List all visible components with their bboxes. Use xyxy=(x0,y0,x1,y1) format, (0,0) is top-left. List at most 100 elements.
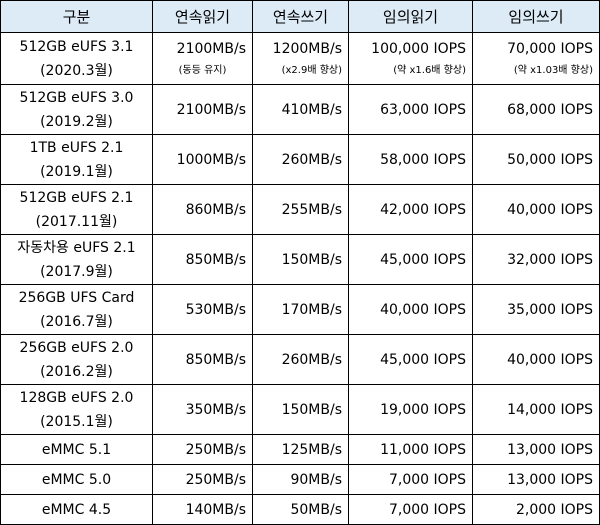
spec-value: 32,000 IOPS xyxy=(507,251,593,268)
spec-value: 7,000 IOPS xyxy=(388,501,466,518)
spec-value: 14,000 IOPS xyxy=(507,401,593,418)
spec-value: 860MB/s xyxy=(185,201,246,218)
value-cell: 260MB/s xyxy=(252,134,349,185)
value-cell: 19,000 IOPS xyxy=(348,384,473,435)
product-name: 256GB eUFS 2.0 xyxy=(19,339,134,356)
spec-value: 19,000 IOPS xyxy=(380,401,466,418)
name-cell: 1TB eUFS 2.1 (2019.1월) xyxy=(0,134,153,185)
value-cell: 1000MB/s xyxy=(152,134,253,185)
value-cell: 255MB/s xyxy=(252,184,349,235)
spec-value: 40,000 IOPS xyxy=(507,201,593,218)
spec-value: 58,000 IOPS xyxy=(380,151,466,168)
release-date: (2016.7월) xyxy=(40,313,113,330)
spec-value: 2100MB/s xyxy=(176,40,246,57)
header-cell: 임의쓰기 xyxy=(472,0,600,33)
value-cell: 45,000 IOPS xyxy=(348,234,473,285)
header-cell: 연속읽기 xyxy=(152,0,253,33)
value-cell: 100,000 IOPS (약 x1.6배 향상) xyxy=(348,32,473,85)
value-cell: 63,000 IOPS xyxy=(348,84,473,135)
release-date: (2017.11월) xyxy=(35,213,118,230)
release-date: (2020.3월) xyxy=(40,62,113,79)
spec-value: 170MB/s xyxy=(281,301,342,318)
value-cell: 530MB/s xyxy=(152,284,253,335)
spec-value: 40,000 IOPS xyxy=(507,351,593,368)
value-cell: 850MB/s xyxy=(152,334,253,385)
spec-value: 255MB/s xyxy=(281,201,342,218)
improvement-note: (약 x1.03배 향상) xyxy=(513,64,593,76)
spec-value: 13,000 IOPS xyxy=(507,471,593,488)
spec-value: 150MB/s xyxy=(281,401,342,418)
value-cell: 70,000 IOPS (약 x1.03배 향상) xyxy=(472,32,600,85)
product-name: 512GB eUFS 3.1 xyxy=(19,38,134,55)
spec-value: 50MB/s xyxy=(290,501,342,518)
spec-value: 90MB/s xyxy=(290,471,342,488)
spec-value: 45,000 IOPS xyxy=(380,251,466,268)
header-cell: 연속쓰기 xyxy=(252,0,349,33)
spec-value: 125MB/s xyxy=(281,441,342,458)
table-body: 512GB eUFS 3.1 (2020.3월) 2100MB/s (동등 유지) 12… xyxy=(0,32,600,525)
spec-value: 850MB/s xyxy=(185,351,246,368)
value-cell: 850MB/s xyxy=(152,234,253,285)
value-cell: 150MB/s xyxy=(252,234,349,285)
name-cell: eMMC 4.5 xyxy=(0,494,153,525)
name-cell: 512GB eUFS 2.1 (2017.11월) xyxy=(0,184,153,235)
table-row: 512GB eUFS 3.0 (2019.2월) 2100MB/s 410MB/s 63… xyxy=(0,84,600,135)
product-name: 512GB eUFS 2.1 xyxy=(19,189,134,206)
value-cell: 7,000 IOPS xyxy=(348,494,473,525)
table-row: eMMC 5.0 250MB/s 90MB/s 7,000 IOPS 13,000 IO… xyxy=(0,464,600,495)
value-cell: 40,000 IOPS xyxy=(472,184,600,235)
spec-value: 350MB/s xyxy=(185,401,246,418)
spec-value: 410MB/s xyxy=(281,101,342,118)
spec-value: 42,000 IOPS xyxy=(380,201,466,218)
value-cell: 32,000 IOPS xyxy=(472,234,600,285)
release-date: (2017.9월) xyxy=(40,263,113,280)
improvement-note: (약 x1.6배 향상) xyxy=(393,64,466,76)
value-cell: 68,000 IOPS xyxy=(472,84,600,135)
spec-value: 260MB/s xyxy=(281,351,342,368)
spec-value: 50,000 IOPS xyxy=(507,151,593,168)
improvement-note: (동등 유지) xyxy=(178,64,227,76)
table-row: eMMC 4.5 140MB/s 50MB/s 7,000 IOPS 2,000 IOP… xyxy=(0,494,600,525)
value-cell: 40,000 IOPS xyxy=(348,284,473,335)
spec-value: 150MB/s xyxy=(281,251,342,268)
improvement-note: (x2.9배 향상) xyxy=(281,64,342,76)
value-cell: 2100MB/s (동등 유지) xyxy=(152,32,253,85)
value-cell: 410MB/s xyxy=(252,84,349,135)
name-cell: 256GB eUFS 2.0 (2016.2월) xyxy=(0,334,153,385)
table-row: eMMC 5.1 250MB/s 125MB/s 11,000 IOPS 13,000 … xyxy=(0,434,600,465)
release-date: (2016.2월) xyxy=(40,363,113,380)
name-cell: 128GB eUFS 2.0 (2015.1월) xyxy=(0,384,153,435)
spec-value: 1000MB/s xyxy=(176,151,246,168)
value-cell: 260MB/s xyxy=(252,334,349,385)
spec-value: 2100MB/s xyxy=(176,101,246,118)
table-row: 512GB eUFS 3.1 (2020.3월) 2100MB/s (동등 유지) 12… xyxy=(0,32,600,85)
spec-value: 100,000 IOPS xyxy=(371,40,466,57)
value-cell: 150MB/s xyxy=(252,384,349,435)
table-row: 256GB eUFS 2.0 (2016.2월) 850MB/s 260MB/s 45,… xyxy=(0,334,600,385)
value-cell: 14,000 IOPS xyxy=(472,384,600,435)
spec-value: 140MB/s xyxy=(185,501,246,518)
table-row: 1TB eUFS 2.1 (2019.1월) 1000MB/s 260MB/s 58,0… xyxy=(0,134,600,185)
spec-value: 260MB/s xyxy=(281,151,342,168)
value-cell: 13,000 IOPS xyxy=(472,434,600,465)
name-cell: 자동차용 eUFS 2.1 (2017.9월) xyxy=(0,234,153,285)
value-cell: 35,000 IOPS xyxy=(472,284,600,335)
release-date: (2019.2월) xyxy=(40,113,113,130)
product-name: 1TB eUFS 2.1 xyxy=(29,139,124,156)
product-name: 256GB UFS Card xyxy=(18,289,135,306)
value-cell: 40,000 IOPS xyxy=(472,334,600,385)
product-name: 512GB eUFS 3.0 xyxy=(19,89,134,106)
value-cell: 11,000 IOPS xyxy=(348,434,473,465)
spec-value: 13,000 IOPS xyxy=(507,441,593,458)
table-row: 자동차용 eUFS 2.1 (2017.9월) 850MB/s 150MB/s 45,0… xyxy=(0,234,600,285)
value-cell: 50,000 IOPS xyxy=(472,134,600,185)
value-cell: 125MB/s xyxy=(252,434,349,465)
header-cell: 임의읽기 xyxy=(348,0,473,33)
spec-value: 7,000 IOPS xyxy=(388,471,466,488)
value-cell: 42,000 IOPS xyxy=(348,184,473,235)
value-cell: 90MB/s xyxy=(252,464,349,495)
table-row: 128GB eUFS 2.0 (2015.1월) 350MB/s 150MB/s 19,… xyxy=(0,384,600,435)
name-cell: eMMC 5.0 xyxy=(0,464,153,495)
